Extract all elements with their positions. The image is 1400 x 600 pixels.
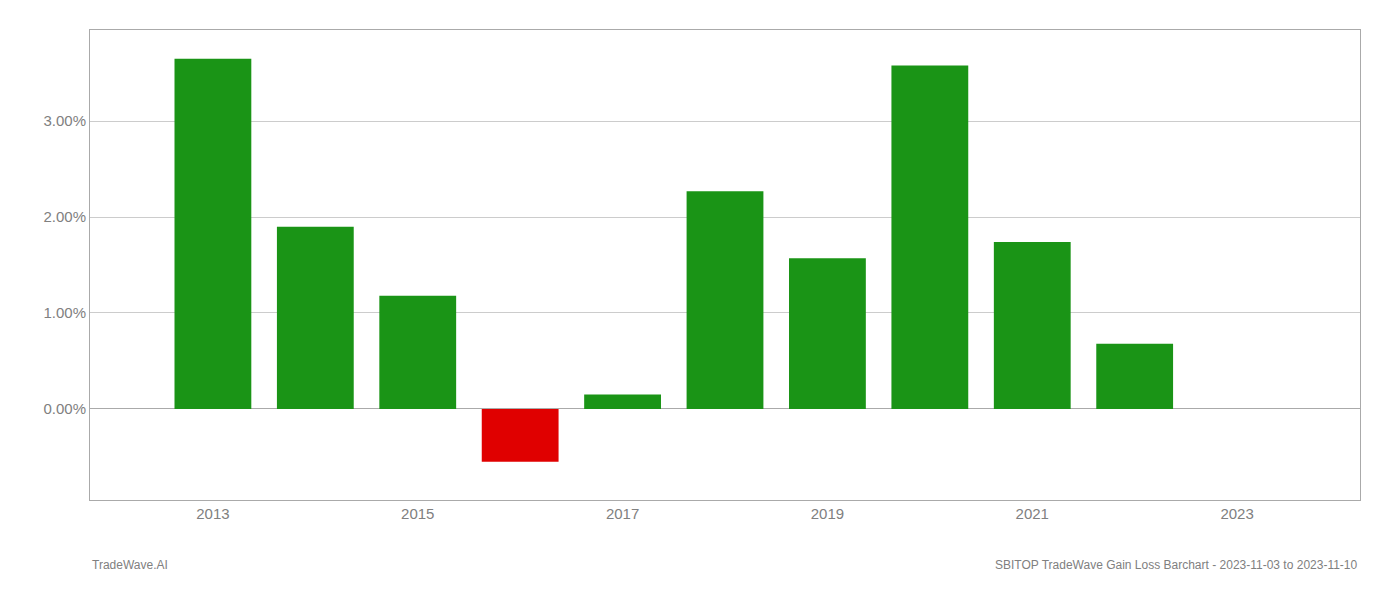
svg-text:2015: 2015 [401, 505, 434, 522]
svg-text:SBITOP TradeWave Gain Loss Bar: SBITOP TradeWave Gain Loss Barchart - 20… [995, 558, 1358, 572]
svg-text:2021: 2021 [1016, 505, 1049, 522]
svg-text:2023: 2023 [1220, 505, 1253, 522]
svg-text:2019: 2019 [811, 505, 844, 522]
svg-text:2.00%: 2.00% [43, 208, 86, 225]
svg-text:2013: 2013 [196, 505, 229, 522]
svg-text:2017: 2017 [606, 505, 639, 522]
svg-text:TradeWave.AI: TradeWave.AI [92, 558, 168, 572]
svg-text:1.00%: 1.00% [43, 304, 86, 321]
svg-text:3.00%: 3.00% [43, 112, 86, 129]
svg-text:0.00%: 0.00% [43, 400, 86, 417]
